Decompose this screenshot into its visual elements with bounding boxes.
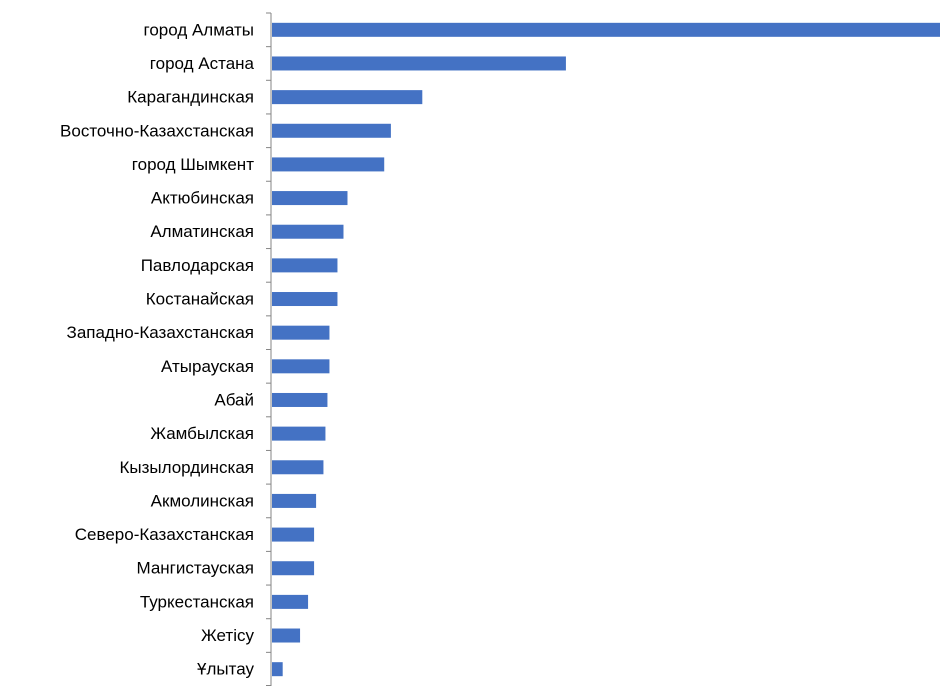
bar-14 xyxy=(272,460,324,475)
category-label: Ұлытау xyxy=(197,660,254,679)
category-label: Мангистауская xyxy=(136,559,254,578)
category-label: Абай xyxy=(214,390,254,409)
bar-15 xyxy=(272,493,317,508)
bar-6 xyxy=(272,191,348,206)
category-label: Карагандинская xyxy=(127,88,254,107)
category-label: Западно-Казахстанская xyxy=(67,323,254,342)
category-label: Жамбылская xyxy=(150,424,254,443)
category-label: Жетісу xyxy=(201,626,254,645)
category-label: город Алматы xyxy=(144,20,255,39)
category-label: Актюбинская xyxy=(151,189,254,208)
bar-8 xyxy=(272,258,338,273)
category-label: Акмолинская xyxy=(151,491,254,510)
bar-7 xyxy=(272,224,344,239)
category-axis xyxy=(266,12,272,686)
category-label: Атырауская xyxy=(161,357,254,376)
bar-17 xyxy=(272,561,315,576)
bar-11 xyxy=(272,359,330,374)
category-label: Алматинская xyxy=(150,222,254,241)
bars-layer xyxy=(272,22,940,677)
category-label: Кызылординская xyxy=(119,458,254,477)
bar-3 xyxy=(272,90,423,105)
bar-19 xyxy=(272,628,301,643)
category-label: Костанайская xyxy=(146,290,254,309)
category-label: Восточно-Казахстанская xyxy=(60,121,254,140)
bar-12 xyxy=(272,392,328,407)
bar-5 xyxy=(272,157,385,172)
category-label: Туркестанская xyxy=(140,592,254,611)
category-label: Северо-Казахстанская xyxy=(75,525,254,544)
bar-2 xyxy=(272,56,566,71)
bar-18 xyxy=(272,594,309,609)
bar-13 xyxy=(272,426,326,441)
category-labels: город Алматы город Астана Карагандинская Во… xyxy=(60,20,255,678)
bar-4 xyxy=(272,123,391,138)
bar-20 xyxy=(272,662,283,677)
bar-1 xyxy=(272,22,940,37)
category-label: город Шымкент xyxy=(132,155,254,174)
bar-10 xyxy=(272,325,330,340)
bar-16 xyxy=(272,527,315,542)
category-label: город Астана xyxy=(150,54,255,73)
category-label: Павлодарская xyxy=(141,256,254,275)
bar-9 xyxy=(272,292,338,307)
